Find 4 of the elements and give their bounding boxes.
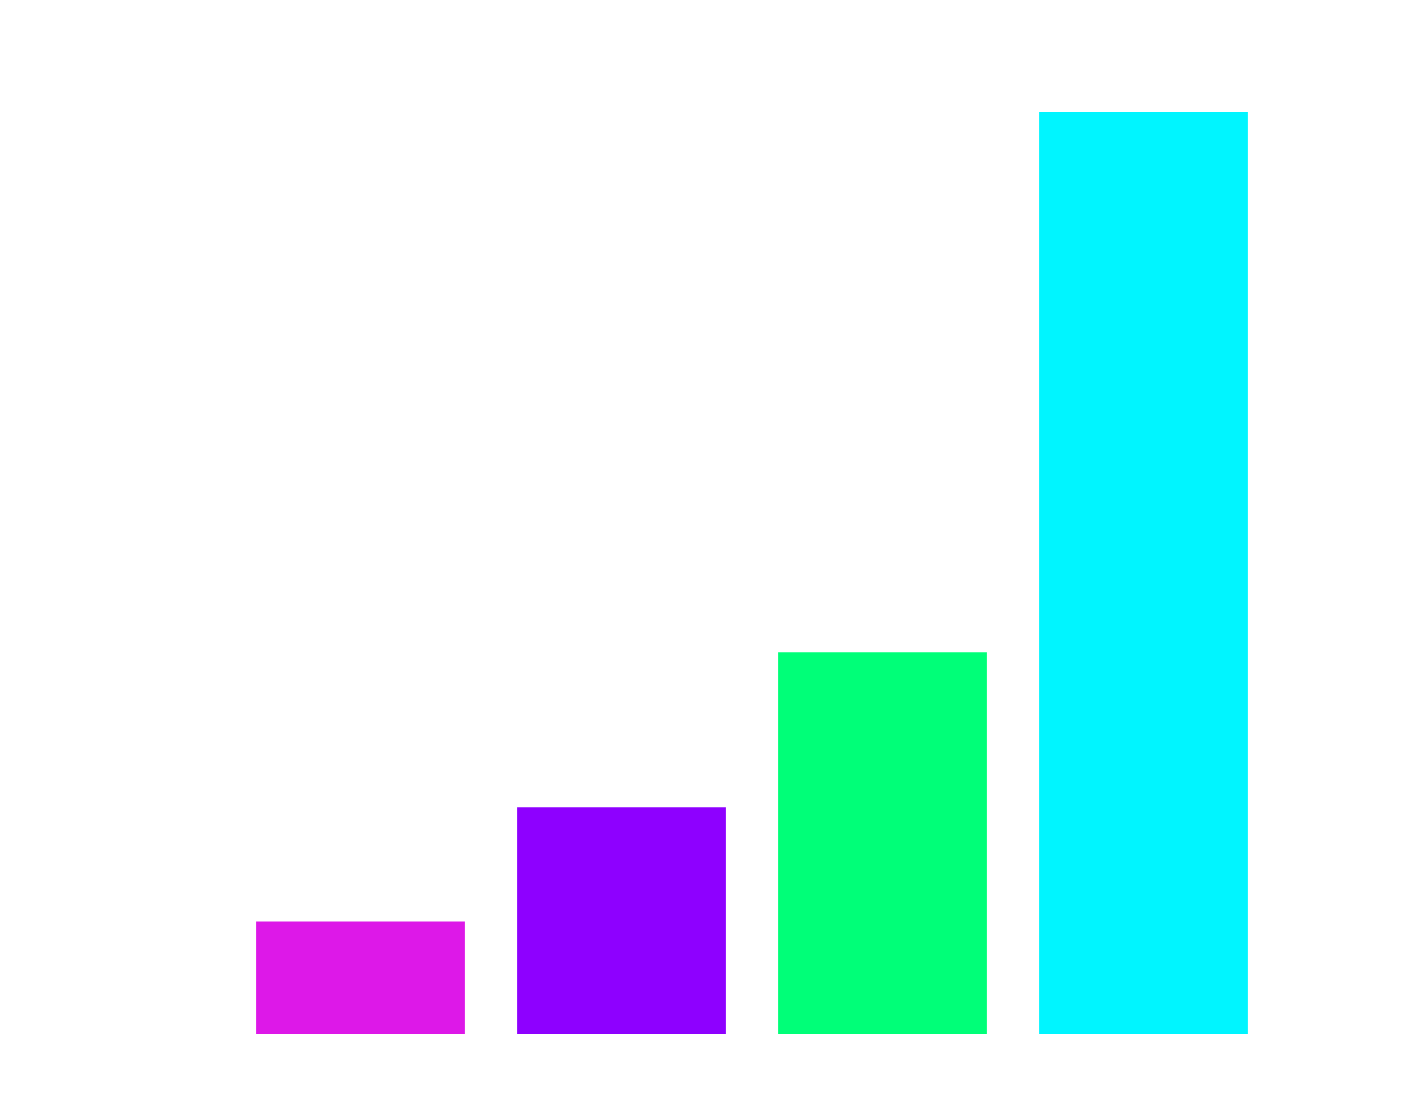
bar (256, 921, 465, 1034)
bar (517, 807, 726, 1034)
bar (1039, 112, 1248, 1034)
bar (778, 652, 987, 1034)
